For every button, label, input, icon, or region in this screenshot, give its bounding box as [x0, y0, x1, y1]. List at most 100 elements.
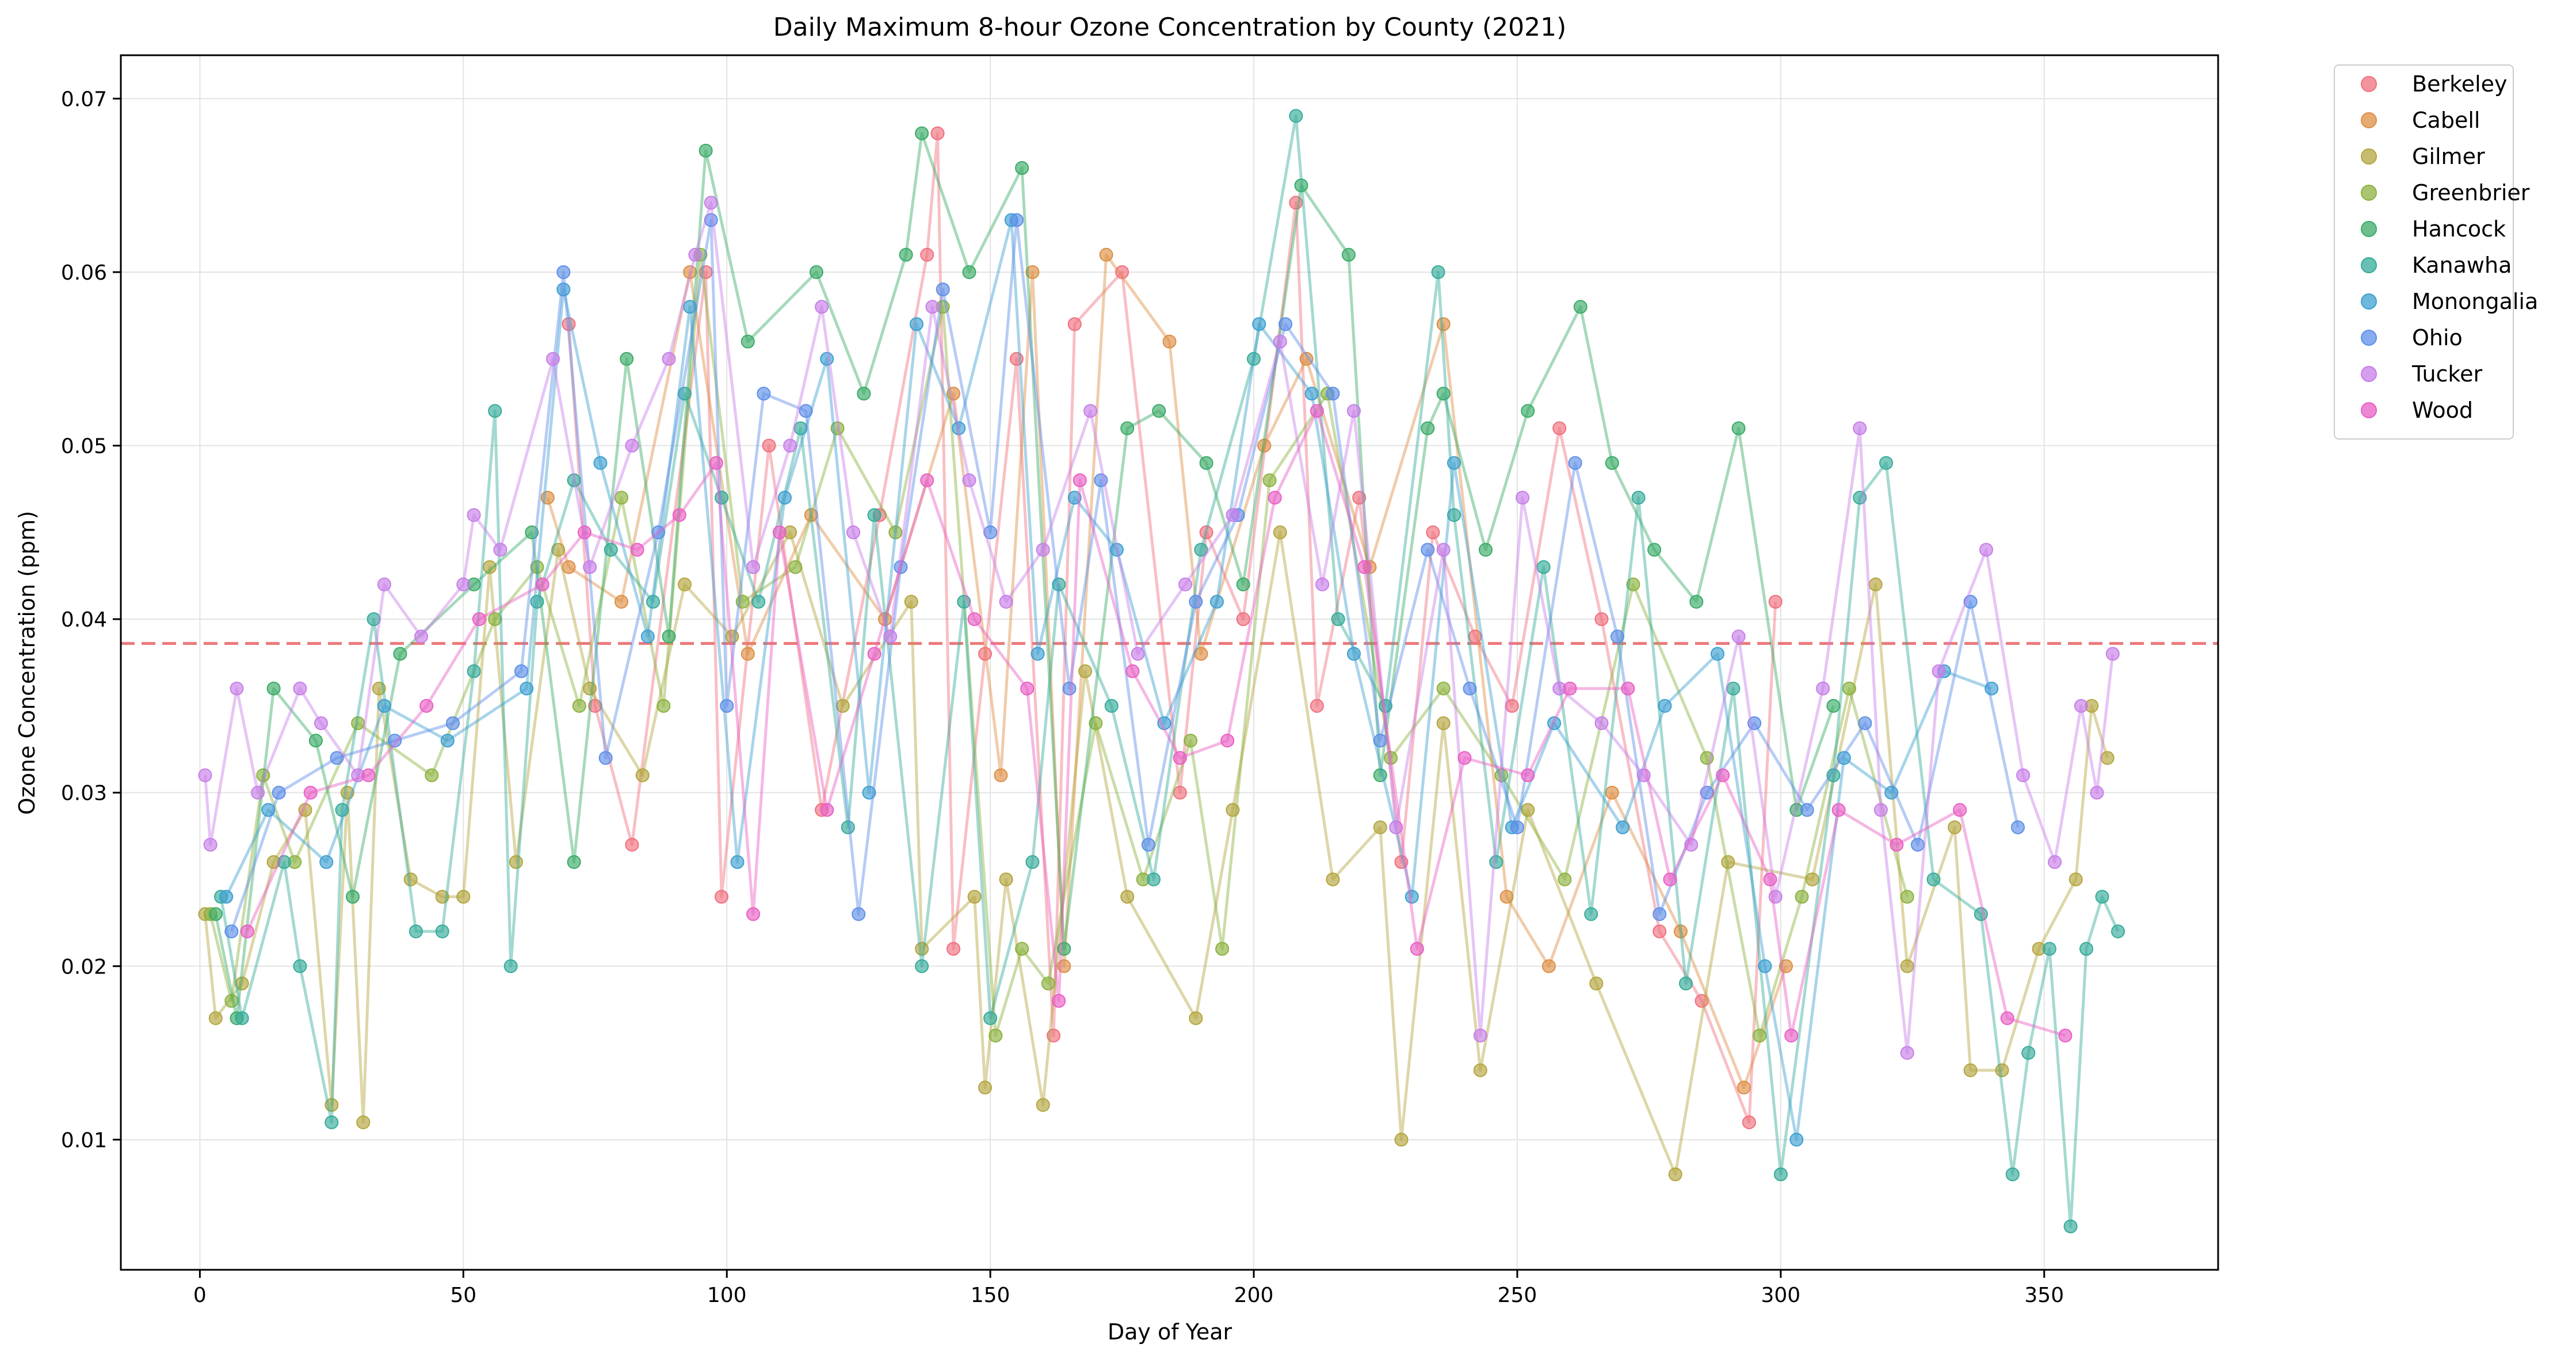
data-point — [198, 768, 212, 782]
data-point — [978, 1081, 992, 1095]
data-point — [1605, 785, 1619, 800]
data-point — [1094, 473, 1108, 487]
legend-marker — [2361, 185, 2377, 201]
series-line — [209, 253, 1909, 1037]
data-point — [662, 352, 676, 366]
data-point — [525, 525, 539, 540]
series-greenbrier — [203, 247, 1914, 1043]
data-point — [1152, 404, 1166, 418]
data-point — [208, 1011, 223, 1025]
data-point — [1979, 543, 1993, 557]
data-point — [604, 543, 618, 557]
data-point — [219, 889, 234, 904]
data-point — [815, 300, 829, 314]
data-point — [983, 1011, 998, 1025]
data-point — [1510, 820, 1524, 834]
data-point — [772, 525, 787, 540]
data-point — [1252, 317, 1266, 331]
data-point — [615, 594, 628, 609]
data-point — [1315, 577, 1330, 591]
data-point — [1884, 785, 1899, 800]
data-point — [1826, 698, 1841, 713]
legend-marker — [2361, 148, 2377, 165]
data-point — [1831, 803, 1846, 817]
data-point — [1257, 438, 1272, 453]
data-point — [1057, 959, 1071, 973]
series-tucker — [198, 196, 2120, 1060]
data-point — [467, 508, 481, 522]
series-line — [224, 219, 1993, 1141]
data-point — [1658, 698, 1672, 713]
data-point — [1352, 491, 1367, 505]
data-point — [1357, 560, 1372, 574]
data-point — [757, 387, 771, 401]
data-point — [467, 664, 481, 678]
data-point — [1621, 681, 1635, 696]
legend-marker — [2361, 221, 2377, 237]
data-point — [709, 456, 723, 470]
data-point — [899, 247, 913, 262]
legend-marker — [2361, 112, 2377, 128]
data-point — [1262, 473, 1277, 487]
data-point — [1663, 872, 1677, 887]
legend-entry: Gilmer — [2412, 144, 2485, 169]
data-point — [1279, 317, 1292, 331]
data-point — [303, 785, 318, 800]
data-point — [1073, 473, 1087, 487]
data-point — [1194, 543, 1208, 557]
data-point — [1611, 629, 1624, 644]
legend-box — [2334, 64, 2514, 440]
data-point — [1041, 976, 1055, 991]
data-point — [883, 629, 898, 644]
data-point — [530, 560, 544, 574]
data-point — [456, 889, 471, 904]
data-point — [372, 681, 386, 696]
data-point — [746, 560, 760, 574]
data-point — [446, 716, 460, 730]
data-point — [777, 491, 792, 505]
data-point — [620, 352, 634, 366]
data-point — [1499, 889, 1514, 904]
data-point — [256, 768, 270, 782]
series-ohio — [224, 213, 2025, 938]
legend-marker — [2361, 257, 2377, 273]
data-point — [1120, 421, 1135, 436]
data-point — [1226, 803, 1240, 817]
data-point — [1868, 577, 1883, 591]
data-point — [672, 508, 686, 522]
data-point — [1763, 872, 1777, 887]
legend-marker — [2361, 402, 2377, 418]
data-point — [1199, 456, 1213, 470]
x-tick-label: 350 — [2024, 1284, 2064, 1307]
series-cabell — [540, 247, 1793, 1095]
data-point — [2111, 924, 2125, 938]
data-point — [1236, 577, 1250, 591]
data-point — [277, 855, 291, 869]
data-point — [751, 594, 766, 609]
data-point — [915, 126, 929, 140]
data-point — [1431, 265, 1445, 279]
data-point — [1616, 820, 1630, 834]
series-line — [219, 114, 2120, 1228]
data-point — [1974, 907, 1988, 921]
data-point — [1104, 698, 1119, 713]
data-point — [994, 768, 1008, 782]
y-tick-label: 0.03 — [61, 782, 107, 805]
data-point — [1636, 768, 1651, 782]
data-point — [2000, 1011, 2014, 1025]
data-point — [2105, 647, 2120, 661]
data-point — [1731, 421, 1746, 436]
data-point — [657, 698, 671, 713]
data-point — [962, 473, 976, 487]
data-point — [720, 698, 734, 713]
data-point — [377, 698, 391, 713]
data-point — [577, 525, 591, 540]
data-point — [1067, 317, 1082, 331]
data-point — [1753, 1028, 1767, 1043]
data-point — [208, 907, 223, 921]
series-line — [214, 132, 1835, 1020]
data-point — [435, 889, 449, 904]
data-point — [1052, 577, 1066, 591]
data-point — [1173, 751, 1187, 765]
